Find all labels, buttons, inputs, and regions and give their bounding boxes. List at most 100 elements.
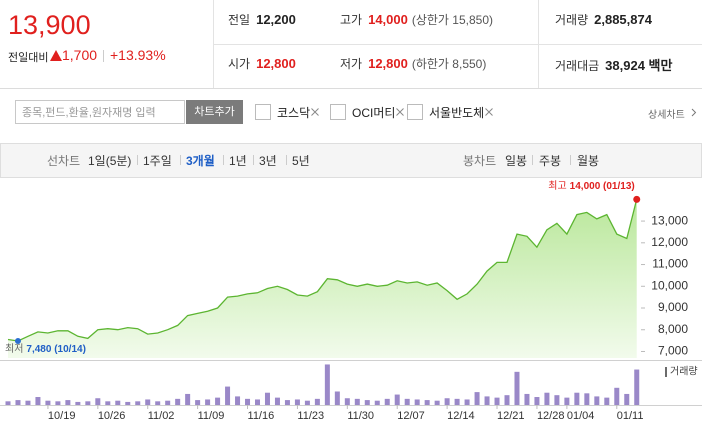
volume-bar — [155, 401, 161, 405]
stat-value: 12,200 — [256, 12, 296, 27]
line — [7, 199, 638, 342]
y-tick-label: 7,000 — [658, 344, 688, 358]
volume-bar — [235, 396, 241, 405]
low-value: 7,480 (10/14) — [26, 344, 86, 355]
volume-bar — [5, 401, 11, 405]
volume-bar — [75, 401, 81, 405]
remove-icon[interactable] — [396, 108, 405, 116]
x-tick-label: 11/09 — [198, 410, 225, 422]
y-tick-label: 11,000 — [652, 257, 688, 271]
stat-label: 시가 — [228, 57, 251, 71]
low-annotation: 최저 7,480 (10/14) — [5, 343, 86, 355]
volume-bar — [15, 400, 21, 405]
change-label: 전일대비 — [8, 52, 49, 64]
y-tick-label: 8,000 — [658, 322, 688, 336]
stat: 시가 12,800 — [228, 55, 296, 73]
volume-bar — [384, 398, 390, 405]
volume-bar — [344, 398, 350, 405]
volume-bar — [374, 400, 380, 405]
compare-label: 서울반도체 — [429, 106, 485, 120]
tab[interactable]: 1년 — [229, 154, 247, 168]
x-tick-label: 11/30 — [347, 410, 374, 422]
tab[interactable]: 5년 — [292, 154, 310, 168]
volume-bar — [284, 400, 290, 405]
remove-icon[interactable] — [311, 108, 319, 116]
tab-separator — [253, 155, 254, 165]
stat-label: 전일 — [228, 13, 251, 27]
detail-link[interactable]: 상세차트 — [648, 110, 685, 121]
x-tick-label: 12/28 — [537, 410, 565, 422]
x-tick-label: 10/26 — [98, 410, 126, 422]
tab[interactable]: 1주일 — [143, 154, 172, 168]
volume-bar — [165, 400, 171, 405]
volume-bar — [324, 364, 330, 405]
checkbox[interactable] — [330, 104, 346, 120]
y-tick-label: 9,000 — [658, 300, 688, 314]
volume-bar — [514, 371, 520, 405]
add-button[interactable]: 차트추가 — [186, 100, 243, 124]
volume-bar — [494, 397, 500, 405]
volume-bar — [564, 397, 570, 405]
x-tick-label: 01/11 — [617, 410, 644, 422]
volume-bar — [584, 393, 590, 405]
tab[interactable]: 3개월 — [186, 154, 215, 168]
volume-bar — [245, 398, 251, 405]
x-tick-label: 11/16 — [248, 410, 275, 422]
x-tick-label: 01/04 — [567, 410, 595, 422]
compare-label: OCI머티 — [352, 106, 396, 120]
remove-icon[interactable] — [485, 108, 494, 116]
tab-group-label: 봉차트 — [463, 154, 497, 168]
volume-bar — [404, 398, 410, 405]
volume-bar — [25, 400, 31, 405]
tab[interactable]: 일봉 — [505, 154, 528, 168]
volume-bar — [195, 400, 201, 405]
stat-label: 저가 — [340, 57, 363, 71]
volume-bar — [274, 397, 280, 405]
volume-bar — [185, 393, 191, 405]
y-tick-label: 10,000 — [651, 278, 688, 292]
volume-bar — [304, 400, 310, 405]
volume-bar — [434, 400, 440, 405]
stat: 저가 12,800 (하한가 8,550) — [340, 55, 486, 73]
volume-bar — [334, 391, 340, 405]
checkbox[interactable] — [407, 104, 423, 120]
chevron-icon — [691, 108, 697, 117]
search-input[interactable]: 종목,펀드,환율,원자재명 입력 — [15, 100, 185, 124]
volume-bar — [474, 392, 480, 405]
volume-bar — [145, 399, 151, 405]
separator — [103, 50, 104, 62]
x-tick-label: 12/14 — [447, 410, 475, 422]
volume-bar — [594, 396, 600, 405]
tab-separator — [532, 155, 533, 165]
tab-separator — [286, 155, 287, 165]
volume-bar — [135, 401, 141, 405]
x-tick-label: 11/02 — [148, 410, 175, 422]
volume-bar — [544, 392, 550, 405]
volume-bar — [444, 398, 450, 405]
stat: 거래량 2,885,874 — [555, 11, 652, 29]
tab-separator — [137, 155, 138, 165]
tab[interactable]: 1일(5분) — [88, 154, 132, 168]
stat-value: 12,800 — [256, 56, 296, 71]
volume-bar — [95, 398, 101, 405]
volume-bar — [554, 395, 560, 405]
stat: 전일 12,200 — [228, 11, 296, 29]
stat-label: 고가 — [340, 13, 363, 27]
stat-note: (하한가 8,550) — [411, 57, 487, 71]
checkbox[interactable] — [255, 104, 271, 120]
legend-label: 거래량 — [670, 366, 698, 378]
high-value: 14,000 (01/13) — [570, 181, 635, 192]
volume-bar — [255, 399, 260, 405]
volume-bar — [504, 395, 510, 405]
tab[interactable]: 주봉 — [539, 154, 562, 168]
tab-separator — [570, 155, 571, 165]
tab[interactable]: 월봉 — [577, 154, 600, 168]
volume-bar — [634, 369, 640, 405]
y-tick-label: 12,000 — [651, 235, 688, 249]
tab[interactable]: 3년 — [259, 154, 277, 168]
stat: 고가 14,000 (상한가 15,850) — [340, 11, 493, 29]
stat-value: 14,000 — [368, 12, 408, 27]
volume-bar — [264, 392, 270, 405]
tab-group-label: 선차트 — [47, 154, 81, 168]
